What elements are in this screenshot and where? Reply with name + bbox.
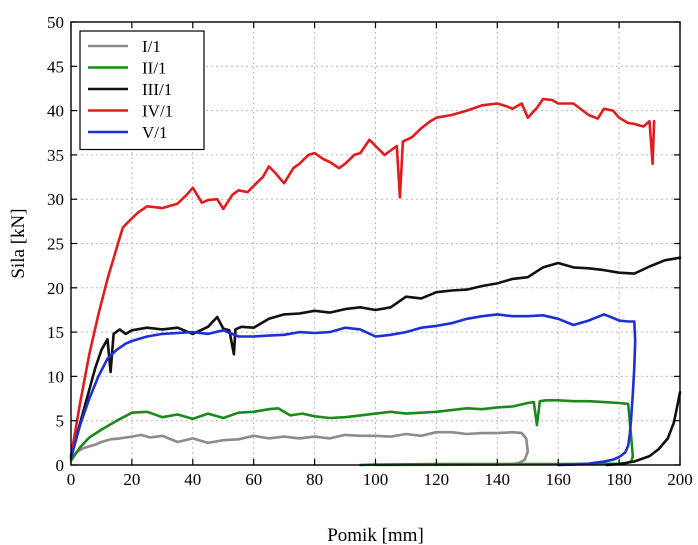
y-tick-label: 15 [47, 323, 64, 342]
x-tick-label: 160 [545, 470, 571, 489]
x-tick-label: 120 [424, 470, 450, 489]
x-tick-label: 80 [306, 470, 323, 489]
series-line-iii-1 [69, 256, 682, 458]
x-tick-label: 200 [667, 470, 693, 489]
y-tick-label: 0 [56, 456, 65, 475]
legend-label: V/1 [142, 123, 168, 142]
y-tick-label: 20 [47, 279, 64, 298]
x-tick-label: 60 [245, 470, 262, 489]
series-line-ii-1 [69, 399, 635, 467]
legend-label: IV/1 [142, 102, 173, 121]
legend-label: I/1 [142, 37, 161, 56]
y-tick-label: 50 [47, 13, 64, 32]
x-tick-label: 0 [67, 470, 76, 489]
series-line-iii-1-tail [605, 391, 682, 467]
x-tick-label: 180 [606, 470, 632, 489]
y-tick-label: 10 [47, 367, 64, 386]
x-tick-label: 40 [184, 470, 201, 489]
y-tick-label: 25 [47, 235, 64, 254]
series-line-iv-1 [69, 97, 656, 458]
x-tick-label: 20 [123, 470, 140, 489]
series-line-v-1 [69, 313, 637, 467]
series-line-i-1 [69, 430, 530, 467]
axis-ticks: 0 20 40 60 80 100 120 140 160 180 200 0 5 10 15 20 25 30 3… [47, 13, 693, 489]
y-tick-label: 30 [47, 190, 64, 209]
x-tick-label: 140 [485, 470, 511, 489]
y-tick-label: 5 [56, 412, 65, 431]
legend: I/1 II/1 III/1 IV/1 V/1 [79, 30, 205, 151]
y-axis-title: Sila [kN] [8, 208, 29, 278]
x-tick-label: 100 [363, 470, 389, 489]
y-tick-label: 40 [47, 102, 64, 121]
series-layer [69, 97, 682, 467]
y-tick-label: 35 [47, 146, 64, 165]
x-axis-title: Pomik [mm] [327, 525, 424, 545]
legend-label: II/1 [142, 59, 167, 78]
legend-label: III/1 [142, 80, 172, 99]
y-tick-label: 45 [47, 57, 64, 76]
